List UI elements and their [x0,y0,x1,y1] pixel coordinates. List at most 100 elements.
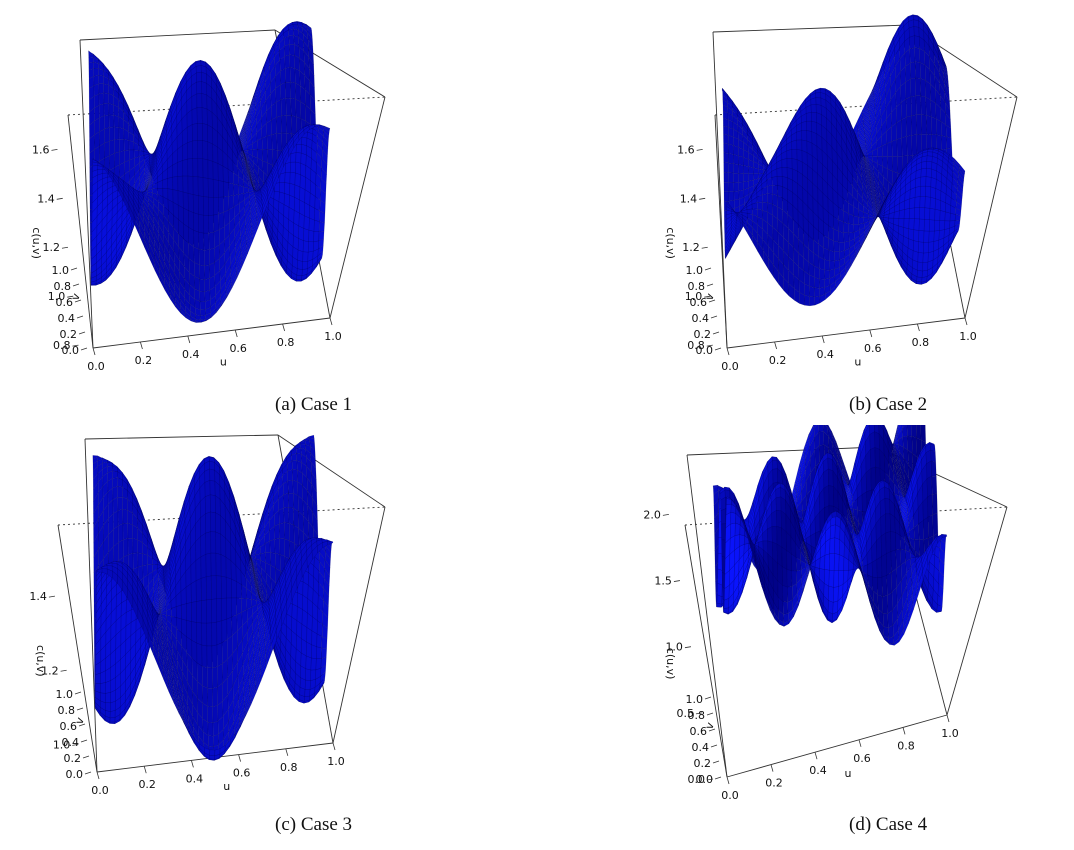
surface-facet [93,62,99,69]
surface-facet [723,181,730,193]
box-edge [57,524,98,773]
surface-facet [213,213,220,233]
surface-facet [193,262,200,280]
caption-case-2: (b) Case 2 [849,394,928,415]
surface-facet [944,211,951,222]
surface-facet [108,103,115,116]
surface-facet [957,177,964,191]
surface-facet [728,191,735,202]
u-tick-label: 0.2 [769,354,787,367]
surface-facet [914,35,920,49]
surface-facet [285,81,291,99]
surface-facet [197,176,204,197]
surface-facet [918,241,924,254]
surface-facet [916,269,923,278]
surface-facet [321,149,328,166]
surface-facet [284,522,290,541]
surface-facet [748,166,754,175]
v-tick-label: 0.2 [60,328,78,341]
z-tick-label: 0.8 [687,339,705,352]
surface-facet [301,136,308,146]
surface-facet [829,260,835,271]
surface-facet [903,218,910,229]
surface-facet [271,117,277,135]
surface-facet [296,268,303,276]
surface-facet [928,241,935,253]
surface-facet [290,161,296,174]
surface-facet [294,172,301,188]
surface-facet [198,248,205,266]
surface-mesh [88,21,331,323]
u-tick [187,335,191,344]
surface-facet [913,229,920,242]
surface-facet [182,142,188,161]
surface-facet [814,295,821,306]
surface-facet [207,159,214,180]
surface-facet [824,269,830,280]
surface-facet [317,245,324,257]
surface-facet [928,230,935,243]
surface-facet [929,208,936,221]
surface-facet [738,173,744,183]
surface-facet [294,68,301,86]
surface-facet [913,218,920,231]
surface-facet [743,173,749,183]
surface-facet [942,62,949,82]
surface-facet [733,145,739,156]
surface-facet [309,94,316,115]
surface-facet [922,252,929,263]
surface-facet [132,538,139,554]
surface-facet [299,440,306,445]
surface-facet [833,228,840,243]
surface-facet [167,176,174,190]
z-tick-label: 1.4 [680,192,698,205]
v-tick-label: 0.4 [692,312,710,325]
surface-facet [918,230,925,243]
surface-facet [959,164,966,175]
surface-facet [288,492,294,509]
surface-facet [308,229,315,242]
surface-facet [933,230,940,242]
surface-facet [302,240,309,253]
surface-facet [203,196,209,216]
surface-facet [321,158,328,175]
u-tick [329,317,333,326]
surface-facet [791,149,798,160]
surface-facet [945,124,952,139]
surface-facet [295,144,302,154]
surface-facet [289,54,296,69]
panel-case-3: 0.0 0.2 0.4 0.6 0.8 1.0 u 0.0 0.2 0.4 0.6 0.8 1.0 v 1.… [0,425,537,850]
surface-facet [956,188,963,201]
surface-facet [202,123,208,143]
surface-facet [801,120,807,131]
surface-facet [104,140,110,159]
surface-facet [202,140,209,161]
surface-facet [288,194,295,211]
surface-facet [806,111,812,122]
surface-facet [733,172,739,183]
surface-facet [294,184,301,201]
surface-facet [320,177,327,195]
surface-facet [791,139,798,150]
surface-facet [958,169,965,182]
surface-facet [781,167,788,178]
surface-facet [318,238,324,250]
surface-facet [203,249,210,266]
v-tick [710,315,718,319]
box-edge [84,434,279,440]
surface-facet [892,156,898,174]
z-tick-label: 1.4 [37,192,55,205]
z-tick [56,197,63,200]
surface-facet [939,220,946,231]
surface-facet [956,194,963,207]
axis-ticks: 0.0 0.2 0.4 0.6 0.8 1.0u0.00.20.40.60.81.0v0.… [664,143,977,373]
surface-facet [284,43,290,57]
surface-facet [199,264,205,280]
surface-facet [941,54,948,70]
surface-facet [191,107,198,125]
surface-facet [819,268,825,280]
surface-facet [908,228,915,241]
surface-facet [833,240,840,252]
surface-facet [914,47,921,63]
u-tick [140,341,143,350]
